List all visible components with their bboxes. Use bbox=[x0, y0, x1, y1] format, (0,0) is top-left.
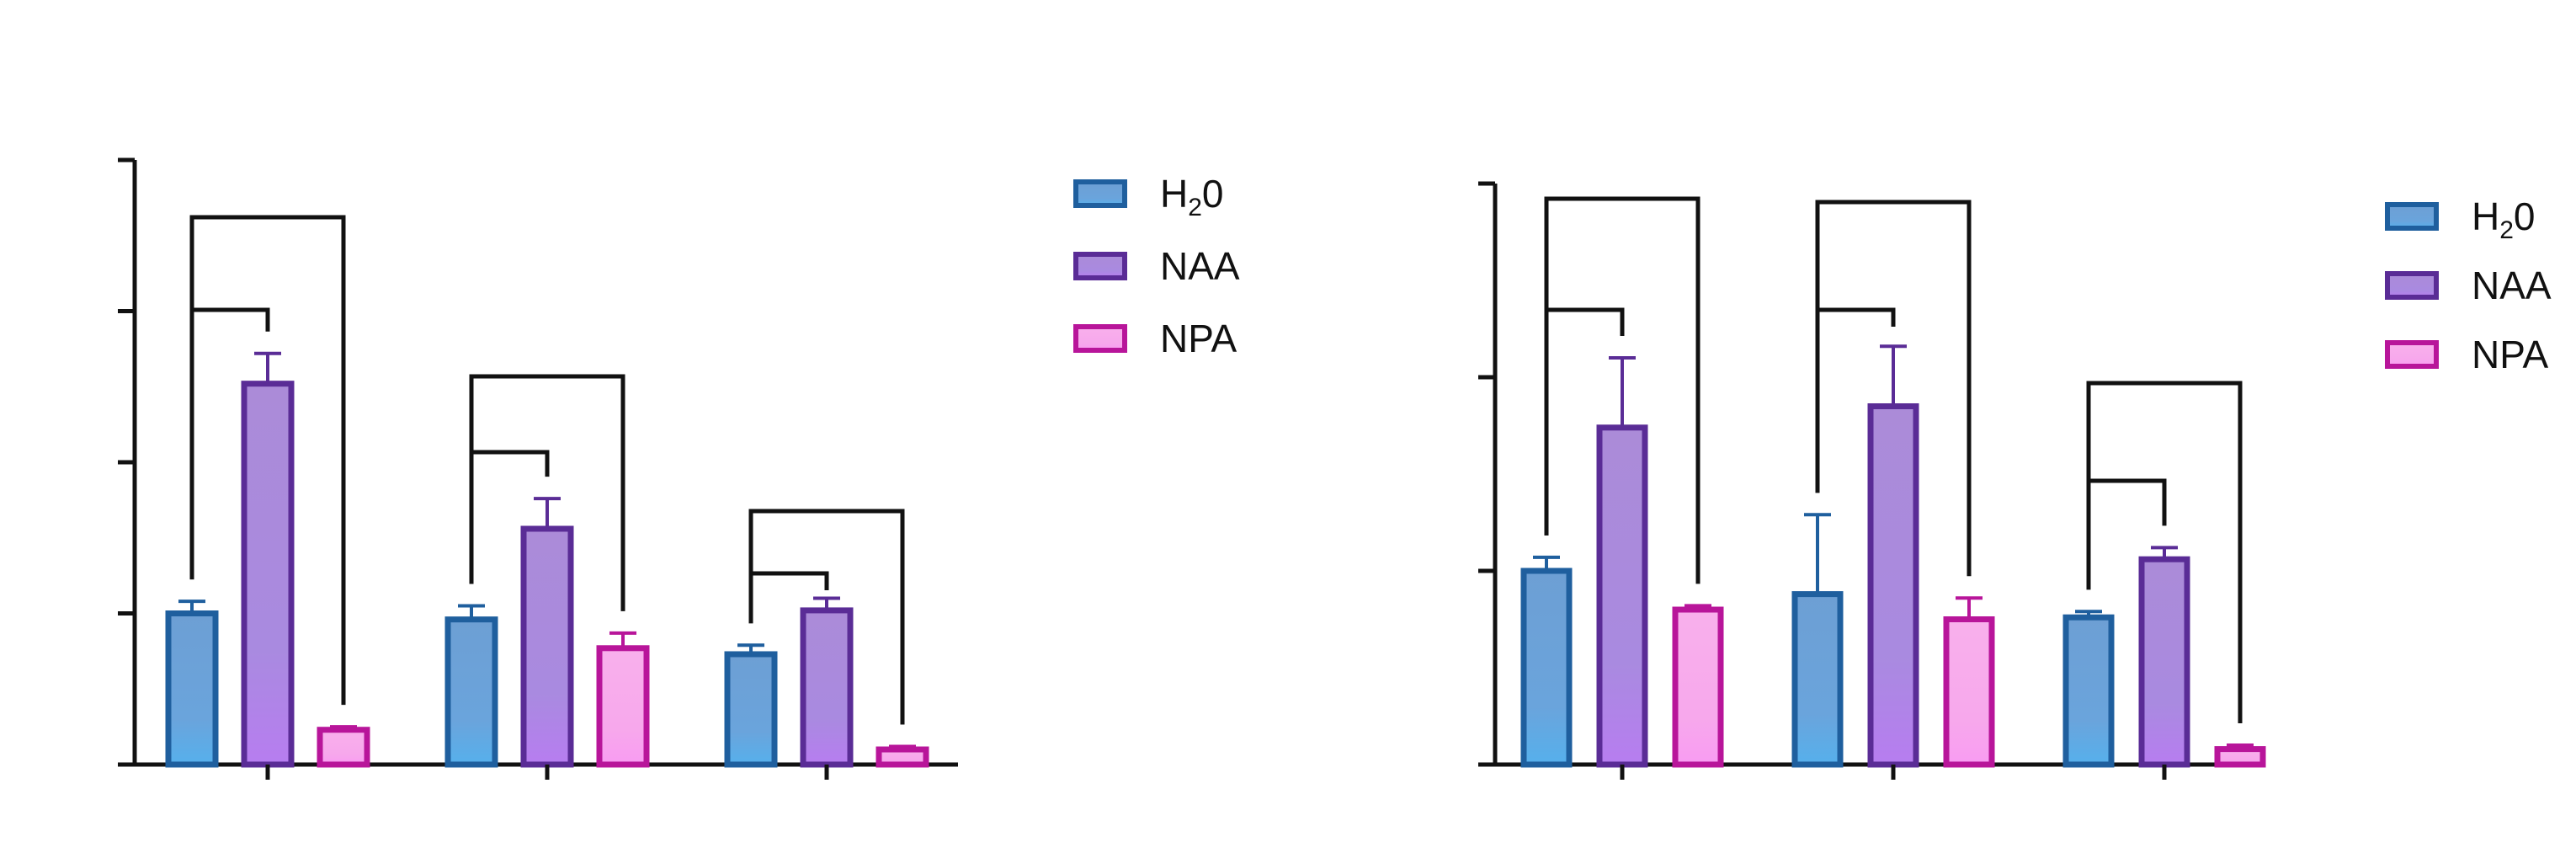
bar-NPA-12D bbox=[2214, 746, 2266, 768]
significance-bracket bbox=[1544, 196, 1700, 584]
bar-NPA-12D bbox=[876, 746, 929, 768]
legend-label-NPA: NPA bbox=[2472, 333, 2548, 376]
chart-0: H20 NAA NPA bbox=[118, 157, 1240, 780]
bar-NPA-4D bbox=[317, 727, 370, 768]
legend-label-NPA: NPA bbox=[1160, 317, 1237, 360]
legend-swatch-NPA bbox=[2385, 340, 2439, 369]
bar-NAA-8D bbox=[1867, 403, 1919, 768]
legend-swatch-H20 bbox=[1073, 179, 1127, 208]
bar-H20-12D bbox=[2062, 614, 2115, 768]
legend-label-NAA: NAA bbox=[1160, 244, 1240, 288]
legend-swatch-H20 bbox=[2385, 202, 2439, 231]
bar-NAA-4D bbox=[1596, 424, 1648, 768]
bar-H20-8D bbox=[1791, 591, 1844, 768]
legend-label-H20: H20 bbox=[2472, 195, 2536, 244]
significance-bracket bbox=[189, 215, 346, 706]
bar-NAA-12D bbox=[2138, 556, 2190, 768]
bar-NPA-8D bbox=[596, 645, 650, 768]
bar-NAA-4D bbox=[241, 381, 295, 768]
legend-swatch-NAA bbox=[2385, 271, 2439, 300]
bar-NAA-12D bbox=[800, 607, 854, 768]
bar-H20-8D bbox=[444, 616, 498, 768]
legend-swatch-NPA bbox=[1073, 324, 1127, 353]
legend-swatch-NAA bbox=[1073, 252, 1127, 280]
bar-NPA-4D bbox=[1672, 606, 1724, 768]
significance-bracket bbox=[748, 509, 905, 725]
legend-label-NAA: NAA bbox=[2472, 264, 2552, 307]
bar-NAA-8D bbox=[520, 525, 574, 768]
chart-1: H20 NAA NPA bbox=[1478, 181, 2552, 780]
significance-bracket bbox=[1815, 200, 1972, 577]
bar-H20-4D bbox=[1520, 568, 1573, 768]
legend-label-H20: H20 bbox=[1160, 172, 1224, 221]
bar-H20-4D bbox=[165, 610, 219, 768]
significance-bracket bbox=[469, 374, 625, 611]
bar-NPA-8D bbox=[1943, 616, 1995, 768]
bar-H20-12D bbox=[724, 651, 778, 768]
significance-bracket bbox=[2086, 381, 2243, 723]
